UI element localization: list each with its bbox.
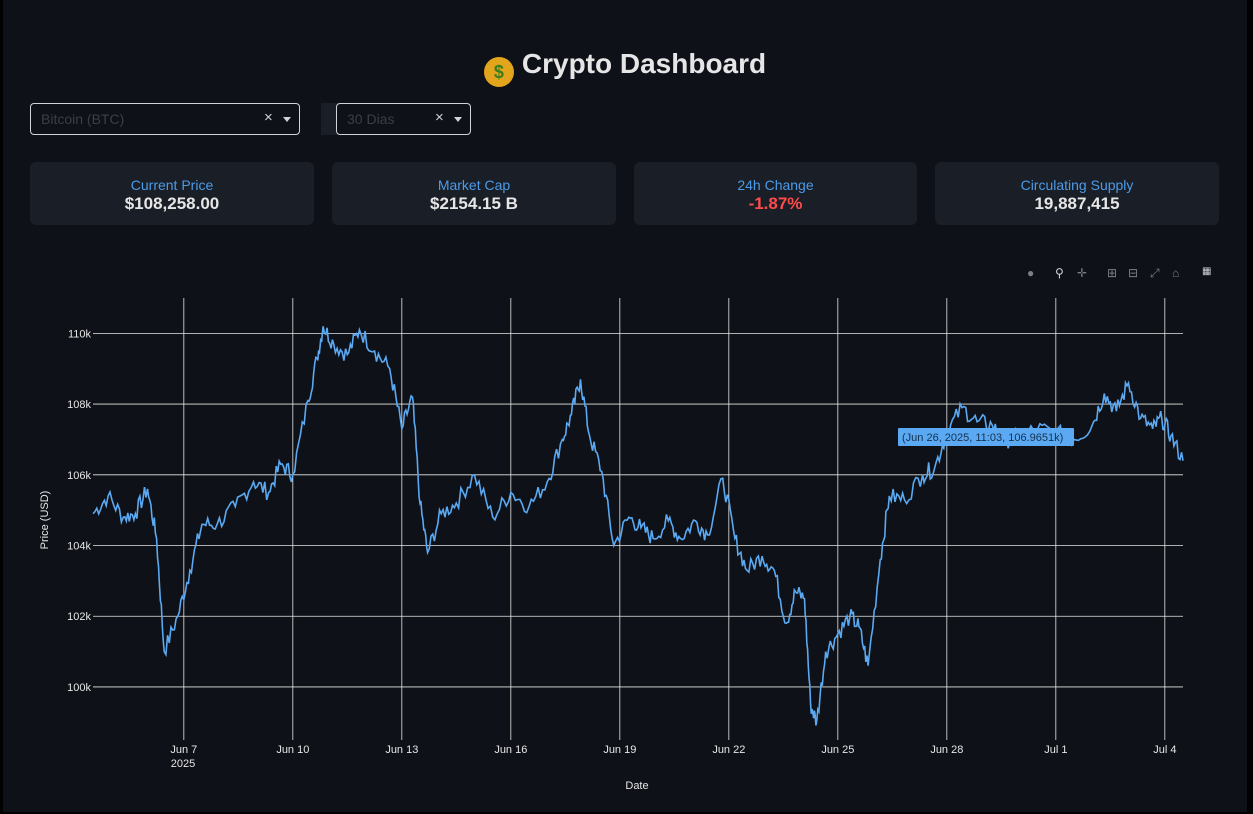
x-axis-year-label: 2025 [171, 758, 195, 770]
metric-value: $2154.15 B [430, 194, 518, 213]
coin-clear-icon[interactable]: × [264, 109, 273, 126]
metric-value: $108,258.00 [124, 194, 220, 213]
money-bag-icon: $ [483, 57, 514, 87]
dashboard-app: $ Crypto Dashboard Bitcoin (BTC) × 30 Dia… [3, 0, 1247, 812]
autoscale-icon[interactable]: ⤢ [1150, 266, 1160, 280]
chart-grid [93, 298, 1183, 740]
metric-label: Market Cap [437, 177, 511, 193]
pan-icon[interactable]: ✛ [1077, 266, 1088, 280]
zoom-in-icon[interactable]: ⊞ [1107, 266, 1118, 280]
y-tick-label: 102k [67, 611, 91, 623]
x-axis-title: Date [625, 780, 648, 792]
coin-chevron-down-icon[interactable] [283, 117, 291, 122]
metric-card-circulating-supply: Circulating Supply 19,887,415 [935, 162, 1219, 225]
price-series-line[interactable] [92, 326, 1184, 726]
x-tick-label: Jun 25 [821, 744, 854, 756]
period-select-value: 30 Dias [347, 111, 395, 127]
metric-label: Current Price [130, 177, 214, 193]
y-tick-label: 110k [68, 328, 92, 340]
x-tick-label: Jun 22 [712, 744, 745, 756]
period-select[interactable]: 30 Dias × [336, 103, 471, 135]
x-tick-label: Jun 13 [385, 744, 418, 756]
y-tick-label: 104k [67, 541, 91, 553]
x-tick-label: Jul 1 [1044, 744, 1067, 756]
metric-card-market-cap: Market Cap $2154.15 B [332, 162, 616, 225]
metric-card-24h-change: 24h Change -1.87% [634, 162, 917, 225]
metric-label: 24h Change [737, 177, 814, 193]
filter-separator [321, 103, 339, 135]
hover-tooltip: (Jun 26, 2025, 11:03, 106.9651k) [898, 428, 1074, 446]
zoom-icon[interactable]: ⚲ [1055, 266, 1064, 280]
y-tick-label: 108k [67, 399, 91, 411]
period-chevron-down-icon[interactable] [454, 117, 462, 122]
zoom-out-icon[interactable]: ⊟ [1128, 266, 1139, 280]
metric-value: 19,887,415 [1034, 194, 1120, 213]
y-tick-label: 100k [67, 682, 91, 694]
y-axis-title: Price (USD) [39, 491, 51, 550]
page-title: $ Crypto Dashboard [3, 48, 1247, 87]
y-tick-label: 106k [67, 470, 91, 482]
reset-axes-icon[interactable]: ⌂ [1172, 266, 1180, 280]
x-tick-label: Jun 10 [276, 744, 309, 756]
tooltip-text: (Jun 26, 2025, 11:03, 106.9651k) [902, 432, 1063, 444]
x-tick-label: Jun 7 [170, 744, 197, 756]
x-tick-label: Jun 19 [603, 744, 636, 756]
plotly-logo-icon[interactable]: ▦ [1202, 266, 1212, 277]
coin-select[interactable]: Bitcoin (BTC) × [30, 103, 300, 135]
camera-icon[interactable]: ● [1027, 266, 1035, 280]
x-tick-label: Jun 16 [494, 744, 527, 756]
y-axis-ticks: 100k 102k 104k 106k 108k 110k [67, 328, 91, 694]
x-tick-label: Jun 28 [930, 744, 963, 756]
metric-card-current-price: Current Price $108,258.00 [30, 162, 314, 225]
x-tick-label: Jul 4 [1153, 744, 1176, 756]
metric-label: Circulating Supply [1020, 177, 1134, 193]
period-clear-icon[interactable]: × [435, 109, 444, 126]
x-axis-ticks: Jun 7 Jun 10 Jun 13 Jun 16 Jun 19 Jun 22 Jun 2… [170, 744, 1176, 756]
metric-value: -1.87% [748, 194, 803, 213]
coin-select-value: Bitcoin (BTC) [41, 111, 125, 127]
